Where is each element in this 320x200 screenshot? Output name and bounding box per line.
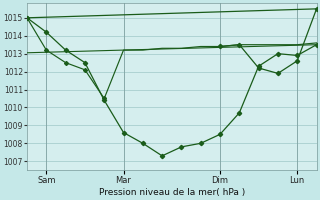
X-axis label: Pression niveau de la mer( hPa ): Pression niveau de la mer( hPa ) <box>99 188 245 197</box>
